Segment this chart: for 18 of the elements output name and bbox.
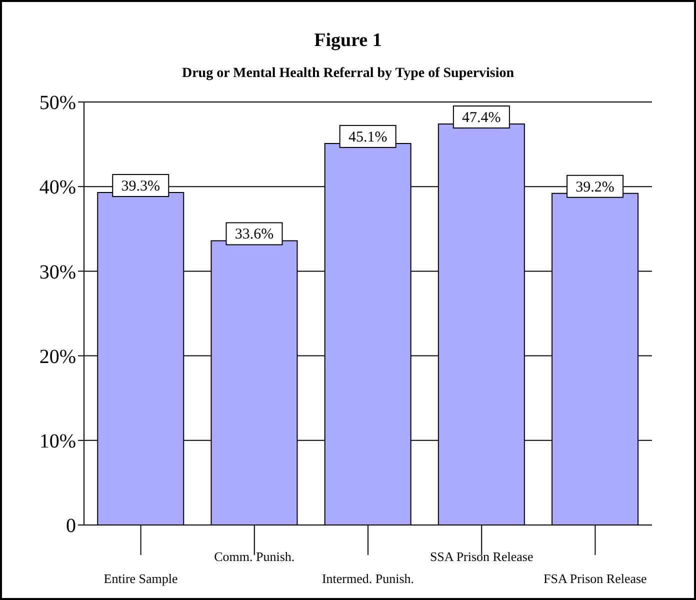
chart-subtitle: Drug or Mental Health Referral by Type of Supervision (180, 66, 516, 82)
y-tick-label: 50% (39, 92, 76, 114)
data-label: 45.1% (348, 129, 388, 146)
y-tick-label: 20% (39, 346, 76, 368)
x-tick-label: SSA Prison Release (430, 549, 534, 564)
data-label: 33.6% (234, 226, 274, 243)
y-tick-label: 40% (39, 176, 76, 199)
data-label: 47.4% (462, 110, 501, 126)
chart-title: Figure 1 (313, 30, 383, 52)
data-label: 39.2% (576, 179, 614, 196)
y-tick-label: 0 (66, 515, 76, 538)
data-label: 39.3% (121, 178, 160, 195)
x-tick-label: Entire Sample (104, 571, 178, 586)
x-tick-label: Intermed. Punish. (322, 571, 414, 586)
y-tick-label: 30% (39, 261, 76, 284)
y-tick-label: 10% (39, 430, 76, 452)
x-tick-label: Comm. Punish. (214, 549, 295, 564)
x-tick-label: FSA Prison Release (544, 571, 648, 586)
